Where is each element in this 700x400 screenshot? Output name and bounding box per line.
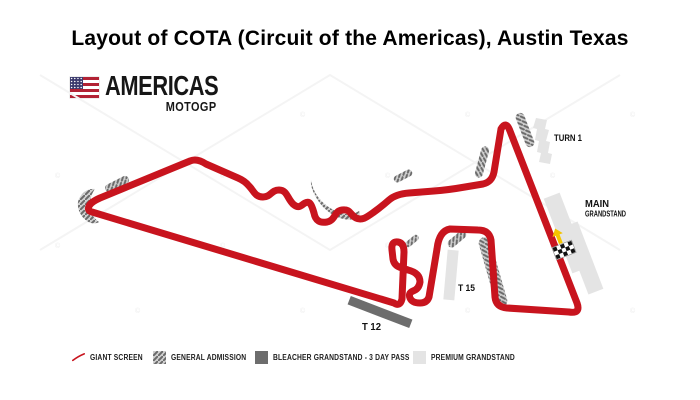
direction-arrow-icon (552, 228, 563, 245)
label-main-grandstand-line1: MAIN (585, 199, 609, 210)
svg-text:©: © (465, 307, 471, 315)
svg-text:©: © (300, 307, 306, 315)
label-t12: T 12 (362, 322, 381, 333)
legend: GIANT SCREEN GENERAL ADMISSION BLEACHER … (0, 351, 700, 375)
svg-text:©: © (220, 172, 226, 180)
flag-canton (70, 77, 83, 89)
logo-series-text: MOTOGP (166, 99, 217, 114)
hatch-zone-hairpin-strip (104, 175, 130, 193)
bleacher-swatch-icon (255, 351, 268, 364)
hatch-zone-turn1-left (474, 146, 490, 178)
page-title: Layout of COTA (Circuit of the Americas)… (71, 27, 629, 50)
svg-text:©: © (630, 111, 636, 119)
svg-text:©: © (55, 172, 61, 180)
americas-motogp-logo: AMERICAS MOTOGP (70, 72, 219, 115)
us-flag-icon (70, 77, 99, 98)
logo-text: AMERICAS MOTOGP (105, 72, 219, 115)
giant-screen-line-icon (72, 353, 85, 362)
legend-item-general-admission: GENERAL ADMISSION (153, 351, 261, 364)
watermark-marks: © © © © © © © © © © © © © © © (55, 111, 636, 315)
legend-label-bleacher-grandstand: BLEACHER GRANDSTAND - 3 DAY PASS (273, 353, 410, 362)
svg-text:©: © (550, 172, 556, 180)
svg-text:©: © (630, 307, 636, 315)
grandstand-main-block-b (562, 221, 604, 295)
legend-item-premium-grandstand: PREMIUM GRANDSTAND (413, 351, 531, 364)
svg-text:©: © (300, 111, 306, 119)
svg-text:©: © (55, 242, 61, 250)
svg-text:©: © (465, 111, 471, 119)
svg-text:©: © (135, 307, 141, 315)
svg-text:©: © (220, 242, 226, 250)
label-main-grandstand-line2: GRANDSTAND (585, 209, 626, 219)
svg-text:©: © (385, 242, 391, 250)
checkered-flag-icon (551, 239, 577, 261)
label-t15: T 15 (458, 283, 476, 294)
legend-label-giant-screen: GIANT SCREEN (90, 353, 143, 362)
bleacher-t12-bar (347, 295, 413, 329)
premium-swatch-icon (413, 351, 426, 364)
legend-item-giant-screen: GIANT SCREEN (72, 351, 153, 364)
hatch-zone-turn1-right (515, 112, 535, 148)
legend-item-bleacher-grandstand: BLEACHER GRANDSTAND - 3 DAY PASS (255, 351, 436, 364)
grandstand-t15-block (443, 249, 459, 301)
track-outline (84, 121, 582, 316)
label-turn1: TURN 1 (554, 133, 583, 144)
general-admission-hatch-icon (153, 351, 166, 364)
svg-text:©: © (385, 172, 391, 180)
hatch-zone-arch-top (447, 230, 467, 248)
legend-label-premium-grandstand: PREMIUM GRANDSTAND (431, 353, 515, 362)
grandstand-turn1-block (533, 118, 552, 164)
hatch-zone-wiggle (405, 234, 419, 248)
legend-label-general-admission: GENERAL ADMISSION (171, 353, 247, 362)
hatch-zone-esses-strip (393, 169, 413, 183)
